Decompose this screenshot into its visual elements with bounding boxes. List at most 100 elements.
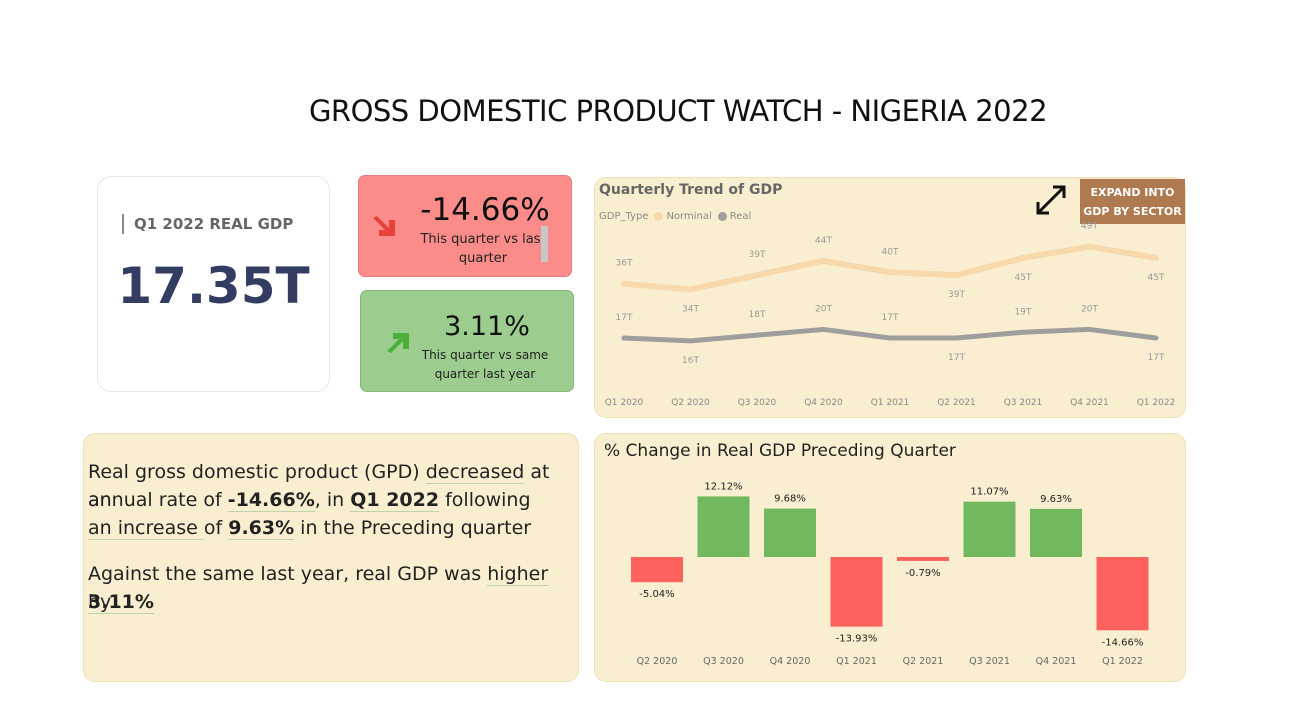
bar[interactable]: [897, 557, 949, 561]
quarter-change-value: -14.66%: [420, 192, 550, 228]
bar[interactable]: [963, 501, 1016, 557]
data-label: 39T: [749, 250, 766, 260]
text: , in: [314, 489, 351, 511]
highlight-yoy-rate: 3.11%: [88, 591, 154, 614]
data-label: 36T: [616, 259, 633, 269]
year-change-value: 3.11%: [444, 311, 530, 342]
legend-dot-icon: [654, 212, 664, 221]
data-label: 39T: [948, 290, 965, 300]
data-label: 9.63%: [1040, 494, 1072, 505]
bar[interactable]: [1030, 508, 1082, 557]
legend-title: GDP_Type: [599, 211, 649, 222]
pct-bar-chart: -5.04% Q2 2020 12.12% Q3 2020 9.68% Q4 2020 -1…: [631, 481, 1149, 667]
scrollbar[interactable]: [541, 226, 548, 262]
x-tick-label: Q4 2021: [1036, 656, 1077, 667]
year-change-desc: This quarter vs same quarter last year: [405, 346, 565, 384]
quarter-change-desc-line1: This quarter vs last: [420, 232, 546, 247]
data-label: 17T: [882, 313, 899, 323]
quarter-change-card: -14.66% This quarter vs last quarter: [358, 175, 572, 277]
data-label: 20T: [1081, 304, 1098, 314]
narrative-line-3: an increase of 9.63% in the Preceding qu…: [88, 514, 568, 542]
expand-button-line1: EXPAND INTO: [1090, 186, 1175, 199]
highlight-prev-rate: 9.63%: [228, 517, 295, 540]
arrow-down-right-icon: [373, 216, 395, 236]
data-label: 45T: [1015, 273, 1032, 283]
data-label: 44T: [815, 236, 832, 246]
x-tick-label: Q1 2021: [836, 656, 877, 667]
text: by: [88, 591, 112, 613]
data-label: 17T: [948, 353, 965, 363]
expand-button-line2: GDP BY SECTOR: [1083, 205, 1182, 218]
data-label: 19T: [1015, 307, 1032, 317]
trend-legend: GDP_Type Norminal Real: [599, 211, 751, 222]
series-line-norminal: [621, 243, 1159, 293]
data-label: -5.04%: [639, 589, 674, 600]
text: of: [203, 517, 229, 539]
data-label: 16T: [682, 356, 699, 366]
bar[interactable]: [830, 557, 883, 627]
highlight-quarter: Q1 2022: [350, 489, 440, 512]
x-tick-label: Q2 2020: [637, 656, 678, 667]
narrative-line-5: 3.11%: [88, 588, 568, 616]
text: Against the same last year, real GDP was: [88, 563, 488, 585]
bar[interactable]: [764, 508, 816, 557]
arrow-up-right-icon: [387, 333, 409, 353]
year-change-desc-line2: quarter last year: [434, 367, 536, 381]
x-tick-label: Q1 2022: [1102, 656, 1143, 667]
narrative-line-1: Real gross domestic product (GPD) decrea…: [88, 458, 568, 514]
x-tick-label: Q2 2021: [903, 656, 944, 667]
expand-sector-button[interactable]: EXPAND INTO GDP BY SECTOR: [1080, 179, 1185, 224]
bar[interactable]: [1096, 557, 1149, 631]
data-label: 40T: [882, 247, 899, 257]
x-tick-label: Q1 2021: [871, 398, 910, 408]
x-tick-label: Q1 2020: [605, 398, 644, 408]
highlight-higher: higher: [487, 563, 549, 586]
series-line-real: [621, 326, 1159, 344]
highlight-decreased: decreased: [425, 461, 525, 484]
quarter-change-desc-line2: quarter: [458, 251, 508, 266]
data-label: 11.07%: [970, 487, 1008, 498]
page-title: GROSS DOMESTIC PRODUCT WATCH - NIGERIA 2…: [308, 94, 1048, 128]
legend-dot-icon: [717, 212, 727, 221]
x-tick-label: Q4 2020: [804, 398, 843, 408]
x-tick-label: Q4 2021: [1070, 398, 1109, 408]
legend-label: Norminal: [666, 211, 712, 222]
text: Real gross domestic product (GPD): [88, 461, 426, 483]
data-label: 12.12%: [704, 481, 742, 492]
year-change-card: 3.11% This quarter vs same quarter last …: [360, 290, 574, 392]
x-tick-label: Q2 2020: [671, 398, 710, 408]
legend-item-real[interactable]: Real: [717, 211, 752, 222]
x-tick-label: Q1 2022: [1137, 398, 1176, 408]
trend-chart-title: Quarterly Trend of GDP: [599, 182, 783, 198]
data-label: 9.68%: [774, 494, 806, 505]
narrative-line-2: annual rate of -14.66%, in Q1 2022 follo…: [88, 486, 568, 514]
data-label: -14.66%: [1102, 637, 1144, 648]
text: annual rate of: [88, 489, 228, 511]
pct-change-panel: % Change in Real GDP Preceding Quarter -…: [594, 433, 1186, 682]
kpi-value: 17.35T: [117, 257, 310, 315]
kpi-accent-bar: [122, 214, 124, 234]
text: following: [439, 489, 531, 511]
kpi-card: Q1 2022 REAL GDP 17.35T: [97, 176, 330, 392]
x-tick-label: Q4 2020: [770, 656, 811, 667]
narrative-line-4: Against the same last year, real GDP was…: [88, 560, 568, 616]
data-label: 18T: [749, 310, 766, 320]
legend-label: Real: [729, 211, 752, 222]
bar[interactable]: [697, 496, 750, 557]
highlight-rate: -14.66%: [227, 489, 315, 512]
text: in the Preceding quarter: [294, 517, 532, 539]
data-label: 20T: [815, 304, 832, 314]
data-label: 45T: [1148, 273, 1165, 283]
legend-item-norminal[interactable]: Norminal: [654, 211, 712, 222]
x-tick-label: Q3 2021: [969, 656, 1010, 667]
x-tick-label: Q3 2021: [1004, 398, 1043, 408]
data-label: 34T: [682, 304, 699, 314]
data-label: 17T: [1148, 353, 1165, 363]
x-tick-label: Q2 2021: [937, 398, 976, 408]
bar[interactable]: [631, 557, 683, 583]
trend-line-chart: 36T 34T 39T 44T 40T 39T 45T 49T 45T 17T 16T 18T 20T 1…: [605, 222, 1176, 408]
expand-icon[interactable]: [1031, 180, 1071, 220]
pct-chart-title: % Change in Real GDP Preceding Quarter: [604, 441, 956, 461]
kpi-label: Q1 2022 REAL GDP: [134, 215, 294, 233]
narrative-panel: Real gross domestic product (GPD) decrea…: [83, 433, 579, 682]
